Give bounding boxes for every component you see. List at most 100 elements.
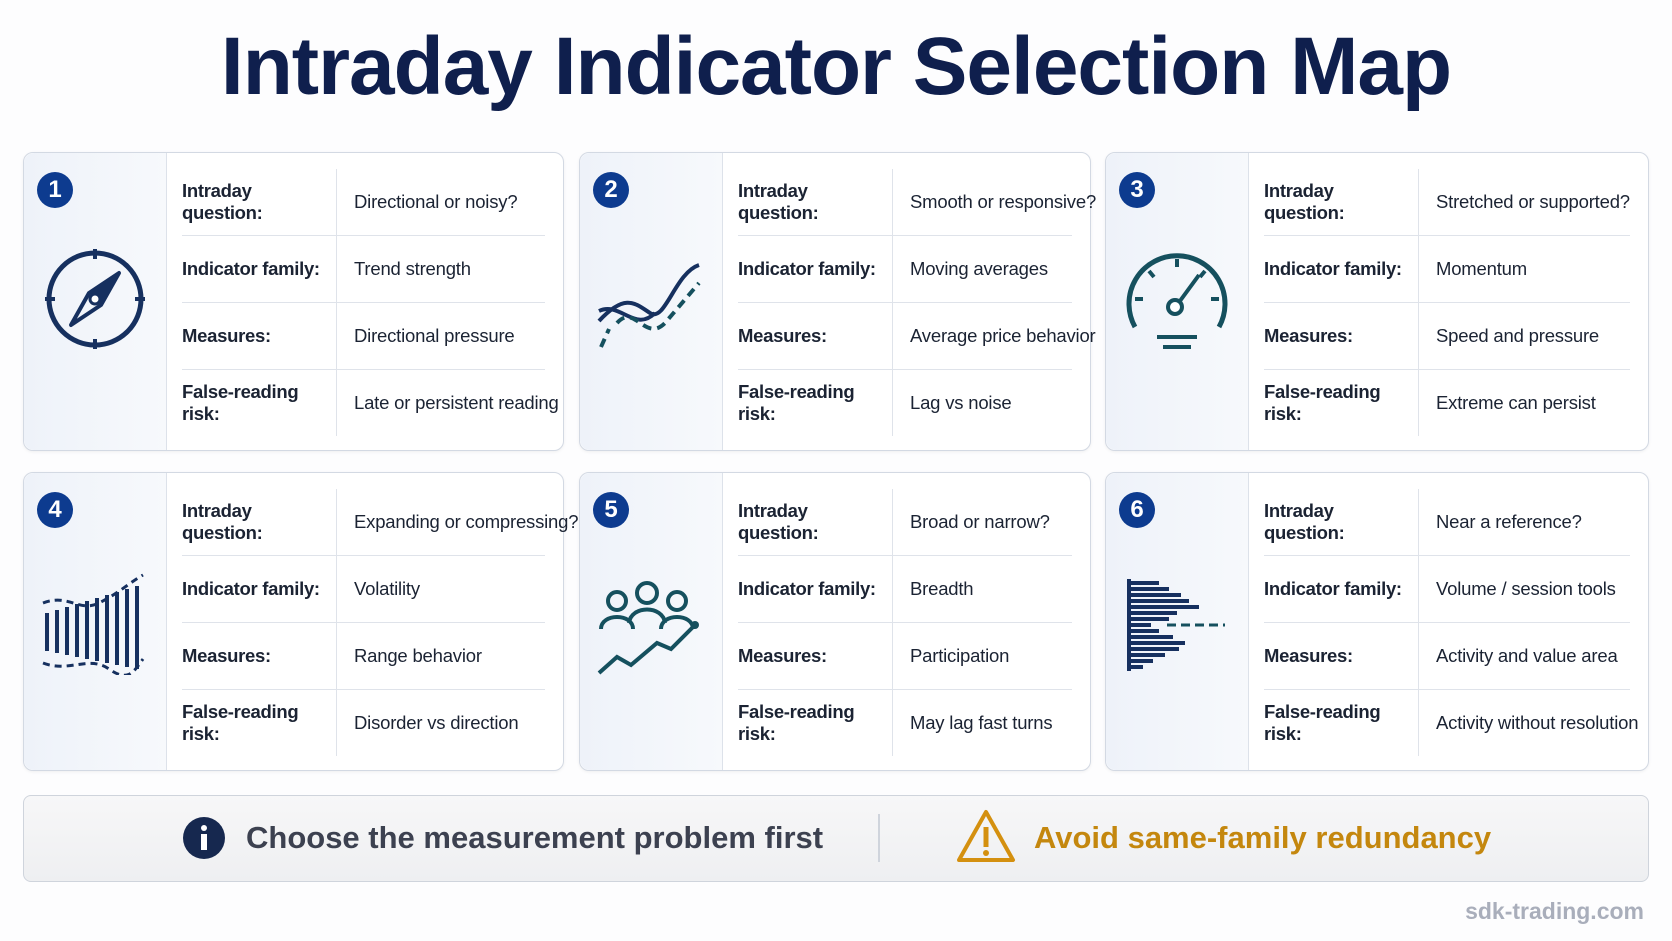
row-label: Indicator family:	[738, 236, 893, 302]
row-value: Smooth or responsive?	[910, 191, 1097, 212]
row-value: Broad or narrow?	[910, 511, 1050, 532]
card-number: 5	[593, 492, 629, 528]
table-row: False-reading risk: Activity without reso…	[1264, 690, 1639, 756]
row-label: False-reading risk:	[1264, 690, 1419, 756]
row-value: Breadth	[910, 578, 974, 599]
card-icon	[45, 249, 145, 349]
title: Intraday Indicator Selection Map	[220, 21, 1452, 112]
card-icon	[597, 581, 699, 675]
row-value: Late or persistent reading	[354, 392, 559, 413]
card-icon	[597, 263, 701, 348]
row-label: Intraday question:	[182, 169, 337, 235]
table-row: Intraday question: Near a reference?	[1264, 489, 1630, 556]
table-row: Measures: Average price behavior	[738, 303, 1096, 370]
card-number: 2	[593, 172, 629, 208]
icon-panel: 2	[580, 153, 723, 450]
icon-panel: 5	[580, 473, 723, 770]
row-value: Range behavior	[354, 645, 482, 666]
row-label: Indicator family:	[1264, 236, 1419, 302]
row-label: Indicator family:	[1264, 556, 1419, 622]
row-label: False-reading risk:	[738, 690, 893, 756]
row-label: Measures:	[182, 303, 337, 369]
table-row: Measures: Activity and value area	[1264, 623, 1630, 690]
row-label: Indicator family:	[182, 556, 337, 622]
table-row: Indicator family: Volatility	[182, 556, 545, 623]
table-row: Indicator family: Volume / session tools	[1264, 556, 1630, 623]
row-value: Extreme can persist	[1436, 392, 1596, 413]
card: 1 Intraday question: Directional or noisy?…	[23, 152, 564, 451]
table-row: Measures: Speed and pressure	[1264, 303, 1630, 370]
row-value: Participation	[910, 645, 1010, 666]
row-value: Directional pressure	[354, 325, 515, 346]
row-label: Intraday question:	[738, 169, 893, 235]
source: sdk-trading.com	[1465, 898, 1644, 924]
warning-text: Avoid same-family redundancy	[1034, 820, 1492, 855]
table-row: Intraday question: Expanding or compressi…	[182, 489, 579, 556]
row-label: Measures:	[182, 623, 337, 689]
card: 4 Intraday question: Expanding or compress…	[23, 472, 579, 771]
card-icon	[1126, 253, 1228, 349]
table-row: Intraday question: Smooth or responsive?	[738, 169, 1096, 236]
table-row: Indicator family: Momentum	[1264, 236, 1630, 303]
table-row: False-reading risk: Late or persistent re…	[182, 370, 559, 436]
table-row: Indicator family: Moving averages	[738, 236, 1072, 303]
row-label: Intraday question:	[1264, 169, 1419, 235]
table-row: Intraday question: Stretched or supported…	[1264, 169, 1630, 236]
table-row: False-reading risk: Extreme can persist	[1264, 370, 1630, 436]
row-label: False-reading risk:	[738, 370, 893, 436]
card-number: 3	[1119, 172, 1155, 208]
table-row: Intraday question: Directional or noisy?	[182, 169, 545, 236]
table-row: Indicator family: Trend strength	[182, 236, 545, 303]
row-value: Moving averages	[910, 258, 1048, 279]
row-label: False-reading risk:	[1264, 370, 1419, 436]
card-icon	[1127, 579, 1225, 671]
row-value: Stretched or supported?	[1436, 191, 1630, 212]
table-row: Intraday question: Broad or narrow?	[738, 489, 1072, 556]
table-row: False-reading risk: May lag fast turns	[738, 690, 1072, 756]
row-value: Lag vs noise	[910, 392, 1012, 413]
table-row: False-reading risk: Lag vs noise	[738, 370, 1072, 436]
row-value: Activity without resolution	[1436, 712, 1639, 733]
row-value: Directional or noisy?	[354, 191, 518, 212]
icon-panel: 4	[24, 473, 167, 770]
row-label: Indicator family:	[738, 556, 893, 622]
card-number: 4	[37, 492, 73, 528]
table-row: False-reading risk: Disorder vs direction	[182, 690, 545, 756]
row-value: Speed and pressure	[1436, 325, 1600, 346]
card: 3 Intraday question: Stretched or supporte…	[1105, 152, 1649, 451]
row-label: Intraday question:	[1264, 489, 1419, 555]
divider	[878, 814, 880, 862]
card-number: 6	[1119, 492, 1155, 528]
table-row: Measures: Participation	[738, 623, 1072, 690]
warning-icon	[957, 810, 1015, 862]
card: 2 Intraday question: Smooth or responsive?…	[579, 152, 1096, 451]
table-row: Indicator family: Breadth	[738, 556, 1072, 623]
footer-bar: Choose the measurement problem first Avo…	[23, 795, 1649, 882]
card: 6 Intraday question: Near a reference? Indi…	[1105, 472, 1649, 771]
row-value: May lag fast turns	[910, 712, 1053, 733]
row-value: Trend strength	[354, 258, 471, 279]
row-value: Near a reference?	[1436, 511, 1582, 532]
row-label: Measures:	[1264, 303, 1419, 369]
icon-panel: 6	[1106, 473, 1249, 770]
row-label: Measures:	[1264, 623, 1419, 689]
row-label: Intraday question:	[182, 489, 337, 555]
row-label: Intraday question:	[738, 489, 893, 555]
row-value: Volatility	[354, 578, 420, 599]
row-label: Measures:	[738, 303, 893, 369]
table-row: Measures: Range behavior	[182, 623, 545, 690]
card-number: 1	[37, 172, 73, 208]
table-row: Measures: Directional pressure	[182, 303, 545, 370]
info-icon	[183, 817, 225, 859]
row-value: Momentum	[1436, 258, 1527, 279]
row-label: False-reading risk:	[182, 690, 337, 756]
row-label: Indicator family:	[182, 236, 337, 302]
card-icon	[42, 573, 145, 675]
row-value: Disorder vs direction	[354, 712, 519, 733]
row-value: Activity and value area	[1436, 645, 1618, 666]
card: 5 Intraday question: Broad or narrow? Indic…	[579, 472, 1091, 771]
row-value: Expanding or compressing?	[354, 511, 579, 532]
tip-text: Choose the measurement problem first	[246, 820, 824, 855]
row-value: Volume / session tools	[1436, 578, 1616, 599]
